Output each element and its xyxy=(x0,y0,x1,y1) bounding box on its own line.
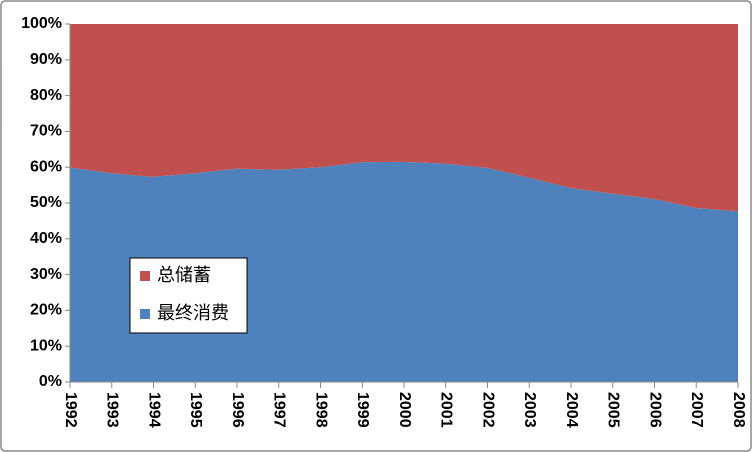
x-tick-label: 1998 xyxy=(312,392,329,428)
y-tick-label: 30% xyxy=(30,266,62,283)
x-tick-label: 2002 xyxy=(479,392,496,428)
x-tick-label: 1997 xyxy=(271,392,288,428)
x-tick-label: 2007 xyxy=(688,392,705,428)
area xyxy=(70,24,738,212)
x-tick-label: 1999 xyxy=(354,392,371,428)
y-tick-label: 100% xyxy=(21,15,62,32)
y-tick-label: 90% xyxy=(30,51,62,68)
x-tick-label: 2008 xyxy=(730,392,747,428)
y-tick-label: 80% xyxy=(30,87,62,104)
legend-label: 最终消费 xyxy=(157,303,229,323)
x-tick-label: 2000 xyxy=(396,392,413,428)
legend-swatch xyxy=(140,309,150,319)
x-tick-label: 1994 xyxy=(145,392,162,428)
x-tick-label: 1996 xyxy=(229,392,246,428)
y-tick-label: 60% xyxy=(30,158,62,175)
y-tick-label: 40% xyxy=(30,230,62,247)
x-tick-label: 2006 xyxy=(646,392,663,428)
y-tick-label: 20% xyxy=(30,302,62,319)
y-tick-label: 70% xyxy=(30,123,62,140)
x-tick-label: 1995 xyxy=(187,392,204,428)
x-tick-label: 1992 xyxy=(62,392,79,428)
y-tick-label: 0% xyxy=(39,373,62,390)
y-tick-label: 10% xyxy=(30,337,62,354)
x-tick-label: 1993 xyxy=(104,392,121,428)
y-tick-label: 50% xyxy=(30,194,62,211)
legend-label: 总储蓄 xyxy=(157,265,211,285)
x-tick-label: 2004 xyxy=(563,392,580,428)
x-tick-label: 2003 xyxy=(521,392,538,428)
x-tick-label: 2001 xyxy=(438,392,455,428)
x-tick-label: 2005 xyxy=(605,392,622,428)
legend-box xyxy=(129,257,248,334)
legend-swatch xyxy=(140,271,150,281)
